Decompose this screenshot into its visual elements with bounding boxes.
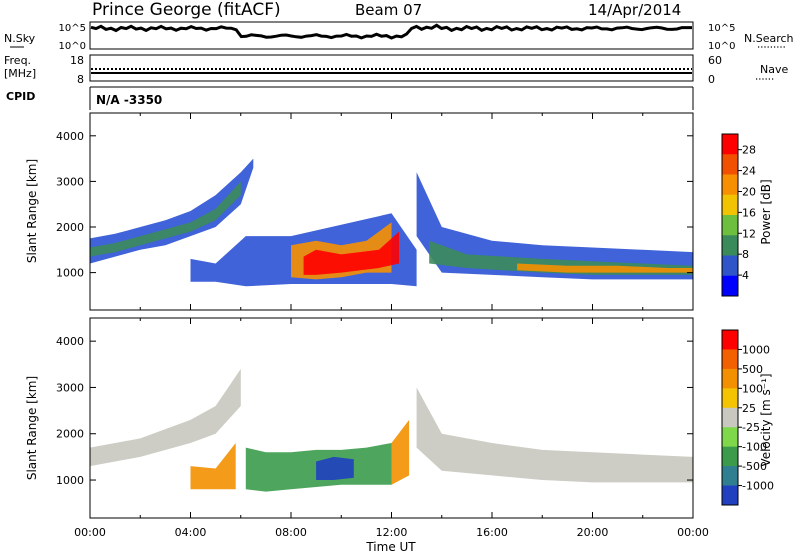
freq-tick-low: 8 xyxy=(77,73,84,86)
power-ylabel: Slant Range [km] xyxy=(25,159,39,263)
colorbar-swatch xyxy=(722,154,738,175)
power-axes: 1000 2000 3000 4000 xyxy=(56,112,694,311)
colorbar-tick-label: 100 xyxy=(742,382,763,395)
colorbar-tick-label: 16 xyxy=(742,206,756,219)
station-title: Prince George (fitACF) xyxy=(92,0,281,20)
data-band-0 xyxy=(90,158,254,264)
colorbar-swatch xyxy=(722,388,738,409)
nsky-tick-high: 10^5 xyxy=(59,23,86,34)
velocity-axes: 1000 2000 3000 4000 xyxy=(56,317,694,519)
nave-tick-low: 0 xyxy=(708,73,715,86)
freq-label: Freq. xyxy=(4,54,31,67)
ytick-label: 3000 xyxy=(56,175,84,188)
data-band-2 xyxy=(190,443,236,490)
xtick-label: 20:00 xyxy=(577,526,609,539)
colorbar-tick-label: 25 xyxy=(742,402,756,415)
xtick-label: 00:00 xyxy=(677,526,709,539)
colorbar-tick-label: -1000 xyxy=(742,480,774,493)
colorbar-swatch xyxy=(722,368,738,389)
ytick-label: 2000 xyxy=(56,221,84,234)
colorbar-tick-label: 4 xyxy=(742,269,749,282)
ytick-label: 1000 xyxy=(56,474,84,487)
freq-tick-high: 18 xyxy=(70,54,84,67)
xtick-label: 16:00 xyxy=(476,526,508,539)
x-axis: 00:00 04:00 08:00 12:00 16:00 20:00 00:00 xyxy=(74,526,709,539)
data-band-1 xyxy=(90,181,241,257)
x-axis-label: Time UT xyxy=(365,540,416,554)
colorbar-swatch xyxy=(722,407,738,428)
panel-frame xyxy=(89,317,694,519)
colorbar-tick-label: -100 xyxy=(742,441,767,454)
data-band-2 xyxy=(416,172,693,280)
xtick-label: 04:00 xyxy=(175,526,207,539)
freq-panel-frame xyxy=(89,54,694,82)
nsky-trace xyxy=(90,23,692,40)
colorbar-frame xyxy=(721,329,739,506)
nsearch-tick-low: 10^0 xyxy=(708,41,735,52)
beam-title: Beam 07 xyxy=(355,1,422,19)
colorbar-swatch xyxy=(722,446,738,467)
colorbar-swatch xyxy=(722,275,738,297)
colorbar-tick-label: 12 xyxy=(742,227,756,240)
nsearch-label: N.Search xyxy=(744,32,794,45)
power-colorbar: 4 8 12 16 20 24 28 xyxy=(721,133,756,297)
colorbar-swatch xyxy=(722,349,738,370)
xtick-label: 12:00 xyxy=(376,526,408,539)
velocity-colorbar-label: Velocity [m s⁻¹] xyxy=(759,373,773,466)
velocity-panel xyxy=(90,368,693,492)
colorbar-tick-label: 8 xyxy=(742,248,749,261)
colorbar-swatch xyxy=(722,330,738,350)
data-band-7 xyxy=(303,231,399,275)
xtick-label: 08:00 xyxy=(275,526,307,539)
data-band-5 xyxy=(391,419,410,485)
data-band-4 xyxy=(316,456,354,480)
data-band-4 xyxy=(517,263,693,273)
colorbar-tick-label: 28 xyxy=(742,144,756,157)
colorbar-swatch xyxy=(722,194,738,216)
data-band-1 xyxy=(416,387,693,483)
nave-tick-high: 60 xyxy=(708,54,722,67)
colorbar-swatch xyxy=(722,215,738,236)
cpid-value: N/A -3350 xyxy=(96,93,162,107)
cpid-label: CPID xyxy=(6,90,35,103)
colorbar-swatch xyxy=(722,427,738,448)
ytick-label: 3000 xyxy=(56,381,84,394)
colorbar-swatch xyxy=(722,466,738,487)
ytick-label: 2000 xyxy=(56,428,84,441)
velocity-colorbar: 1000 500 100 25 -25 -100 -500 -1000 xyxy=(721,329,774,506)
colorbar-swatch xyxy=(722,255,738,277)
freq-unit-label: [MHz] xyxy=(4,67,36,80)
nave-label: Nave xyxy=(760,63,788,76)
ytick-label: 4000 xyxy=(56,130,84,143)
colorbar-tick-label: 500 xyxy=(742,363,763,376)
nsky-panel-frame xyxy=(89,21,694,50)
power-panel xyxy=(90,158,693,287)
colorbar-tick-label: -25 xyxy=(742,421,760,434)
power-colorbar-label: Power [dB] xyxy=(759,179,773,244)
nsearch-tick-high: 10^5 xyxy=(708,23,735,34)
ytick-label: 1000 xyxy=(56,267,84,280)
colorbar-swatch xyxy=(722,485,738,506)
ytick-label: 4000 xyxy=(56,335,84,348)
velocity-ylabel: Slant Range [km] xyxy=(25,376,39,480)
colorbar-frame xyxy=(721,133,739,297)
colorbar-swatch xyxy=(722,134,738,155)
xtick-label: 00:00 xyxy=(74,526,106,539)
colorbar-tick-label: 24 xyxy=(742,165,756,178)
colorbar-swatch xyxy=(722,235,738,256)
colorbar-swatch xyxy=(722,174,738,196)
data-band-0 xyxy=(90,368,241,467)
nsky-tick-low: 10^0 xyxy=(59,41,86,52)
colorbar-tick-label: -500 xyxy=(742,460,767,473)
nsky-label: N.Sky xyxy=(4,32,36,45)
colorbar-tick-label: 1000 xyxy=(742,343,770,356)
date-title: 14/Apr/2014 xyxy=(588,1,681,19)
colorbar-tick-label: 20 xyxy=(742,185,756,198)
